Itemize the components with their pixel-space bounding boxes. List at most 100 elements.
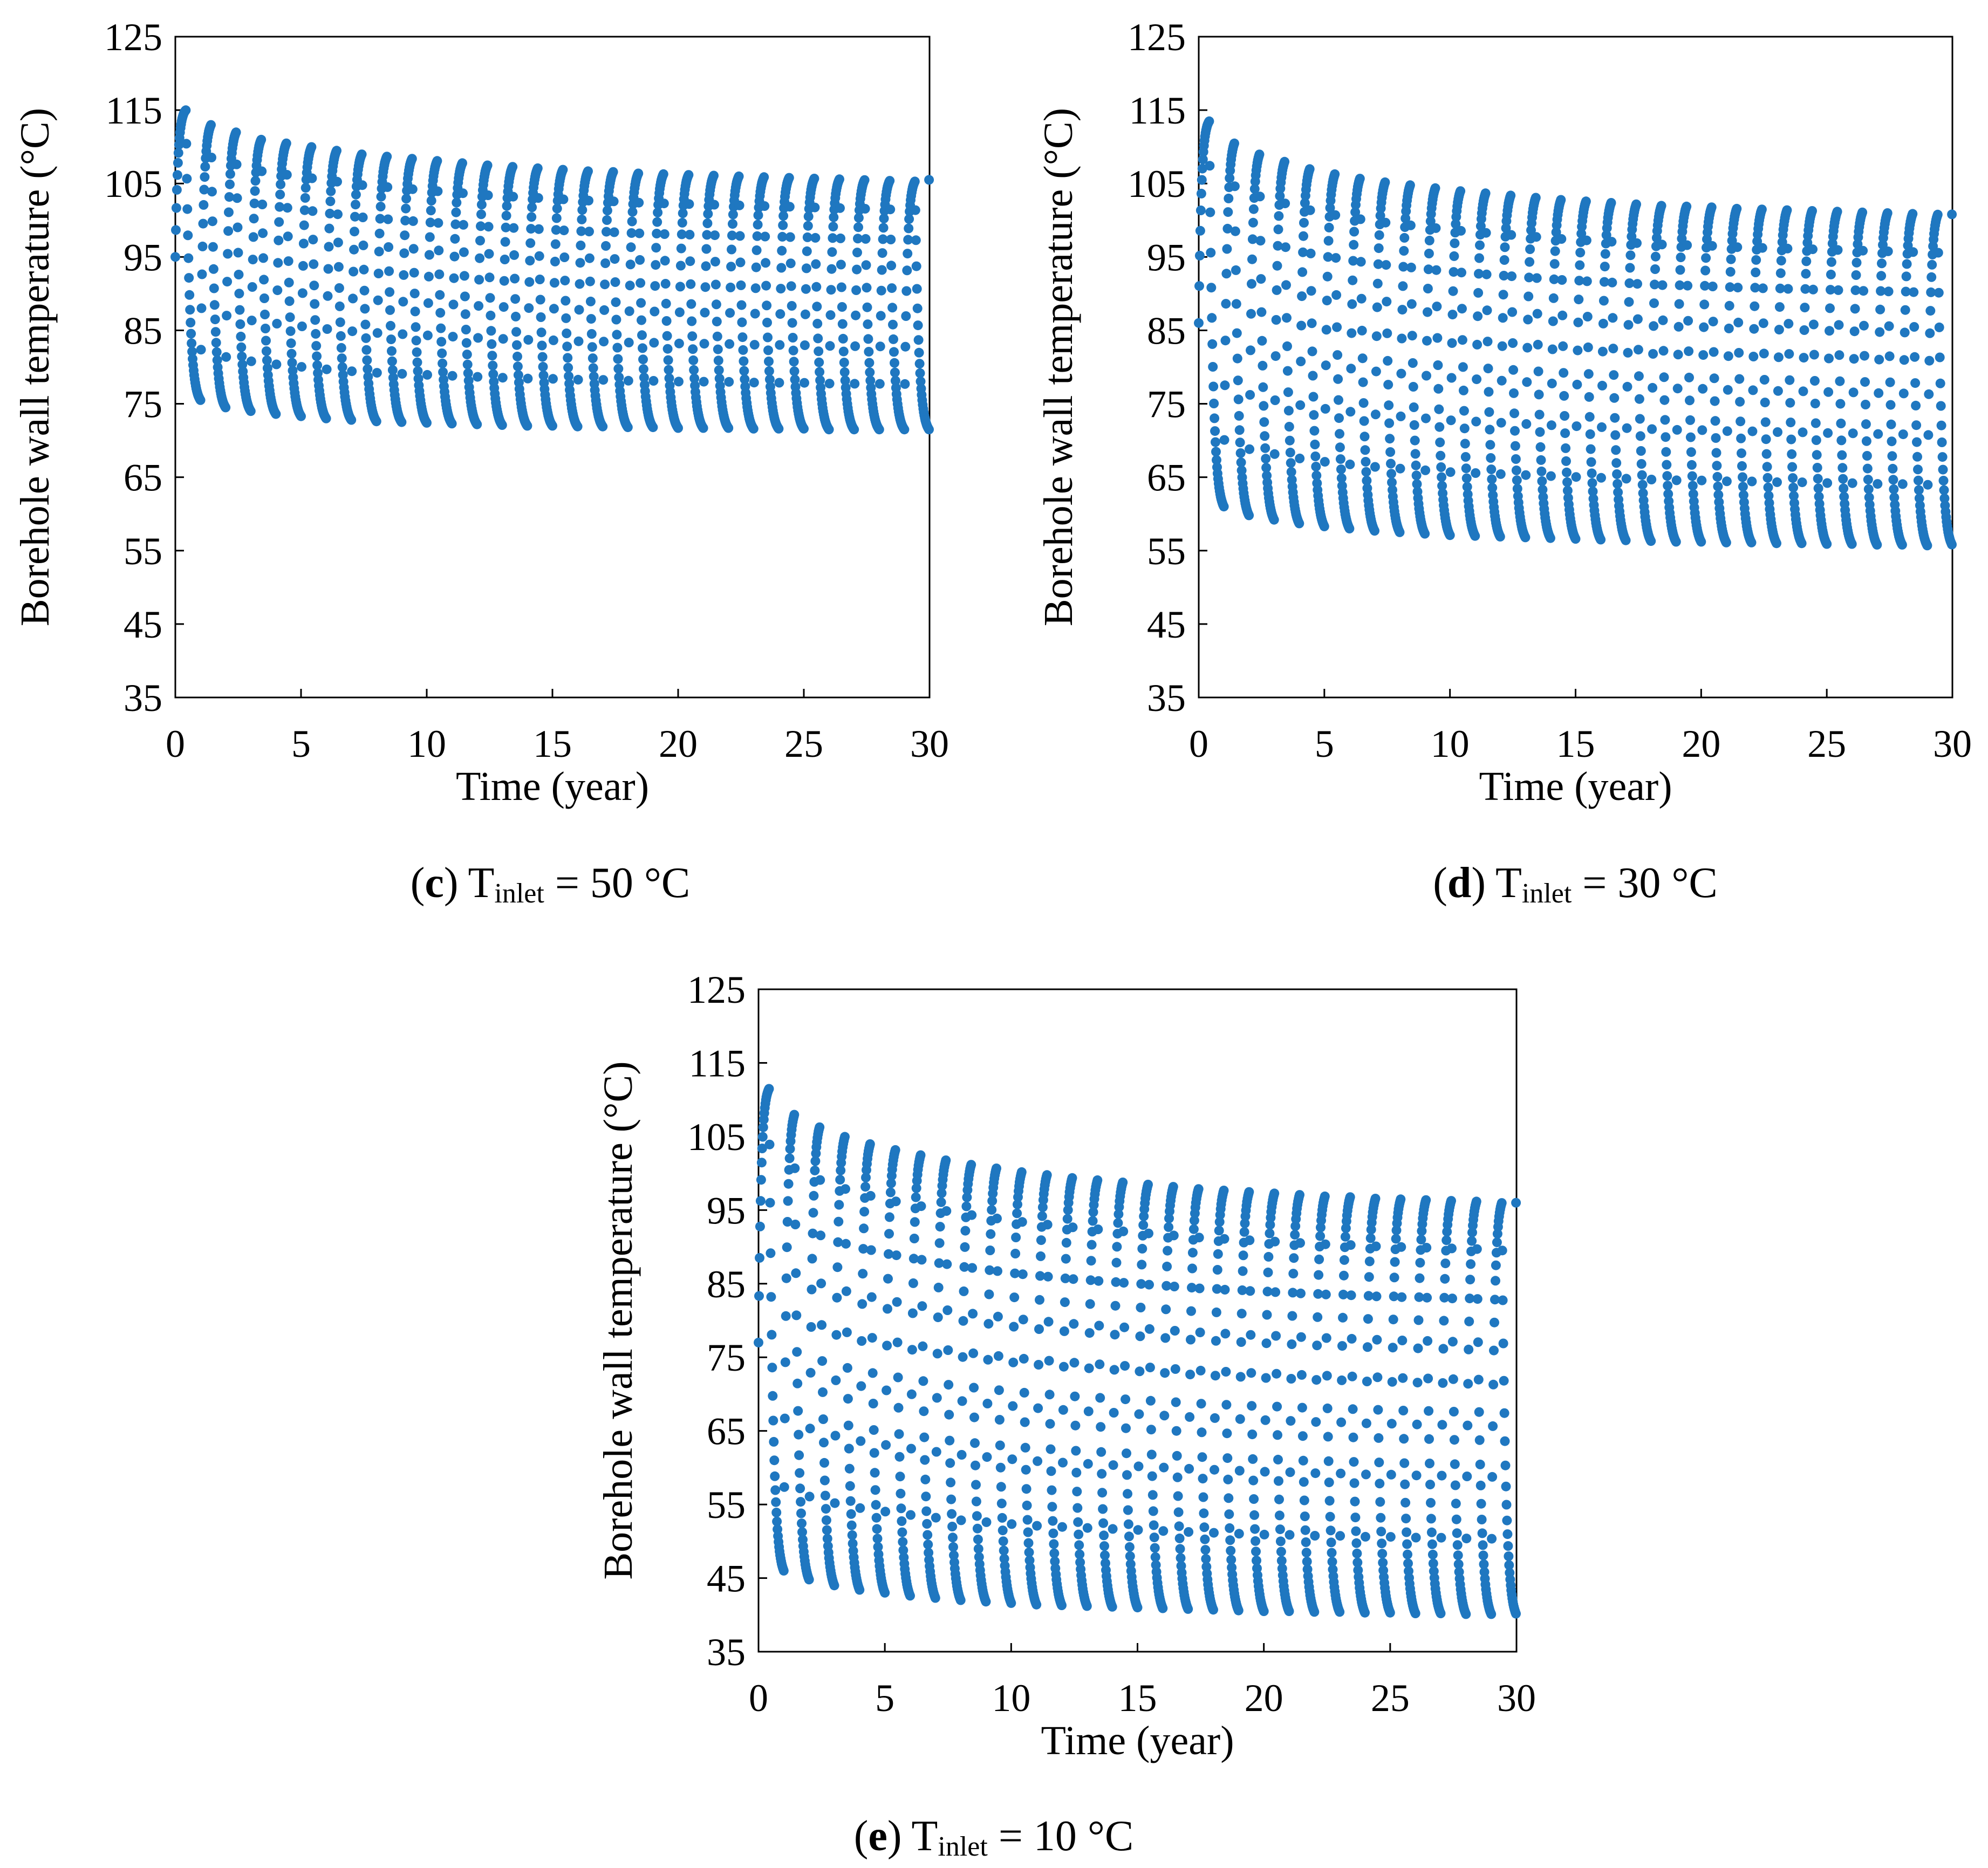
data-point [1600,262,1610,272]
data-point [1427,1549,1438,1559]
data-point [1012,1208,1022,1219]
data-point [1461,1609,1471,1619]
data-point [1220,1284,1230,1295]
data-point [1094,1320,1104,1331]
data-point [199,184,209,195]
data-point [1069,1358,1080,1368]
data-point [639,372,649,382]
data-point [561,313,571,323]
data-point [1725,266,1736,277]
data-point [777,231,788,242]
y-tick-label: 115 [689,1042,746,1085]
data-point [1877,258,1887,269]
data-point [1325,203,1335,213]
data-point [826,264,837,274]
data-point [350,211,360,222]
data-point [764,366,774,376]
data-point [459,271,469,281]
data-point [1500,242,1510,252]
data-point [1341,1223,1351,1233]
data-point [1364,1272,1374,1282]
data-point [558,165,568,175]
data-point [1898,429,1908,440]
x-tick-label: 30 [1497,1677,1536,1720]
data-point [1784,319,1794,329]
data-point [767,1363,777,1373]
data-point [724,377,734,387]
data-point [932,1349,942,1359]
data-point [1375,1479,1385,1489]
data-point [476,209,486,220]
data-point [346,415,357,425]
data-point [286,338,296,348]
data-point [1874,388,1884,398]
data-point [452,197,462,208]
data-point [1547,344,1557,354]
data-point [1407,331,1417,341]
data-point [997,1513,1007,1523]
data-point [879,214,889,223]
data-point [911,261,921,271]
data-point [1262,1310,1272,1320]
data-point [1485,440,1495,450]
data-point [1224,1509,1234,1520]
caption-e: (e) Tinlet = 10 °C [854,1812,1134,1862]
data-point [1010,1268,1020,1278]
y-tick-label: 35 [124,676,162,720]
data-point [1757,204,1767,215]
data-point [1372,1335,1382,1345]
data-point [1683,316,1693,326]
data-point [634,228,645,238]
data-point [1164,1213,1174,1223]
data-point [1502,1515,1512,1525]
data-point [822,1525,832,1535]
data-point [1088,1207,1098,1217]
data-point [664,373,674,384]
data-point [1044,1390,1055,1400]
data-point [1607,277,1617,288]
data-point [956,1515,966,1525]
data-point [502,201,512,211]
data-point [1413,1315,1424,1325]
data-point [1675,265,1685,275]
data-point [1436,1532,1446,1543]
data-point [1557,275,1567,285]
data-point [1673,350,1683,360]
x-tick-label: 30 [1933,722,1972,765]
data-point [1556,234,1567,244]
data-point [1497,341,1507,351]
data-point [1210,413,1220,423]
data-point [875,341,885,352]
data-point [1137,1260,1147,1270]
data-point [1760,417,1771,427]
data-point [762,300,772,311]
data-point [1339,1255,1349,1265]
data-point [1092,1175,1103,1185]
data-point [933,1282,944,1292]
data-point [1219,435,1229,445]
data-point [895,1472,905,1482]
data-point [781,1311,791,1321]
data-point [351,200,360,210]
data-point [613,354,623,364]
data-point [687,316,697,326]
data-point [912,284,922,294]
data-point [1187,1283,1197,1293]
data-point [1889,484,1899,494]
data-point [576,241,586,250]
data-point [735,231,745,241]
data-point [310,315,320,325]
data-point [1773,386,1783,396]
data-point [1647,424,1657,434]
data-point [844,1463,855,1474]
data-point [1860,377,1870,387]
data-point [1258,382,1268,392]
data-point [1456,225,1466,236]
data-point [799,423,809,434]
data-point [1437,1470,1447,1481]
data-point [1070,1420,1081,1431]
data-point [500,237,510,247]
data-point [1199,1508,1209,1518]
data-point [1355,174,1365,184]
data-point [1230,226,1240,236]
